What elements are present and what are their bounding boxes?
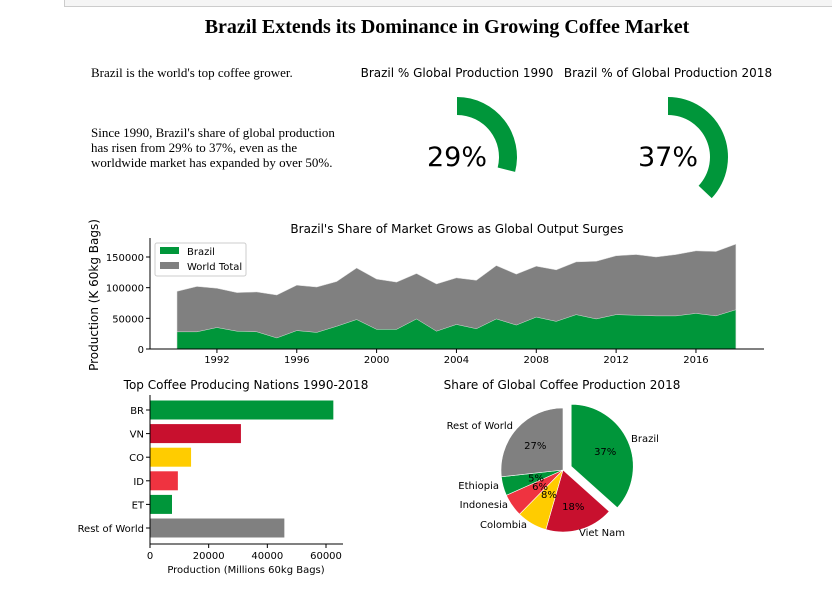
pie-slice-label: Rest of World <box>447 421 513 432</box>
pie-pct-label: 6% <box>532 482 548 493</box>
x-tick-label: 60000 <box>310 551 342 562</box>
area-y-label: Production (K 60kg Bags) <box>87 219 101 371</box>
pie-chart-title: Share of Global Coffee Production 2018 <box>444 378 681 392</box>
gauge-value: 29% <box>427 142 487 173</box>
x-tick-label: 0 <box>147 551 153 562</box>
area-series-brazil <box>176 309 737 350</box>
pie-slice-viet-nam <box>545 469 610 533</box>
y-tick-label: 100000 <box>106 284 144 295</box>
bar-id <box>150 471 178 491</box>
bar-category-label: ET <box>132 500 145 511</box>
y-tick-label: 0 <box>138 345 144 356</box>
bar-vn <box>150 424 241 444</box>
x-tick-label: 2008 <box>524 355 549 366</box>
pie-slice-label: Colombia <box>480 520 527 531</box>
legend-swatch <box>160 262 179 269</box>
x-tick-label: 1992 <box>204 355 229 366</box>
y-tick-label: 50000 <box>112 314 144 325</box>
x-tick-label: 1996 <box>284 355 309 366</box>
gauge-value: 37% <box>638 142 698 173</box>
pie-slice-brazil <box>570 404 634 509</box>
pie-slice-label: Brazil <box>631 434 659 445</box>
x-tick-label: 20000 <box>193 551 225 562</box>
pie-pct-label: 18% <box>562 502 584 513</box>
bar-et <box>150 494 172 514</box>
pie-pct-label: 5% <box>528 473 544 484</box>
bar-br <box>150 400 334 420</box>
y-tick-label: 150000 <box>106 253 144 264</box>
pie-slice-label: Ethiopia <box>458 481 499 492</box>
x-tick-label: 2004 <box>444 355 469 366</box>
dashboard-title: Brazil Extends its Dominance in Growing … <box>204 16 690 38</box>
pie-pct-label: 8% <box>541 490 557 501</box>
x-tick-label: 2016 <box>683 355 708 366</box>
area-chart-title: Brazil's Share of Market Grows as Global… <box>290 222 623 236</box>
bar-co <box>150 447 192 467</box>
bar-category-label: Rest of World <box>78 524 144 535</box>
x-tick-label: 2000 <box>364 355 389 366</box>
bar-category-label: ID <box>133 477 144 488</box>
gauge-arc <box>457 97 517 172</box>
notebook-cell-bar <box>64 0 832 7</box>
bar-category-label: CO <box>129 453 144 464</box>
summary-text: Since 1990, Brazil's share of global pro… <box>91 125 335 170</box>
pie-slice-label: Viet Nam <box>579 528 625 539</box>
x-tick-label: 40000 <box>251 551 283 562</box>
legend-label: Brazil <box>187 247 215 258</box>
gauge-title: Brazil % of Global Production 2018 <box>564 66 772 80</box>
bar-category-label: BR <box>130 406 144 417</box>
intro-text: Brazil is the world's top coffee grower. <box>91 65 293 80</box>
bar-category-label: VN <box>130 430 144 441</box>
x-tick-label: 2012 <box>603 355 628 366</box>
bar-x-label: Production (Millions 60kg Bags) <box>167 565 324 576</box>
gauge-title: Brazil % Global Production 1990 <box>361 66 554 80</box>
pie-pct-label: 27% <box>524 441 546 452</box>
gauge-arc <box>668 97 728 199</box>
bar-rest-of-world <box>150 518 285 538</box>
pie-slice-label: Indonesia <box>460 500 508 511</box>
pie-pct-label: 37% <box>594 447 616 458</box>
bar-chart-title: Top Coffee Producing Nations 1990-2018 <box>123 378 369 392</box>
legend-swatch <box>160 247 179 254</box>
legend-label: World Total <box>187 262 242 273</box>
pie-slice-rest-of-world <box>500 407 564 478</box>
